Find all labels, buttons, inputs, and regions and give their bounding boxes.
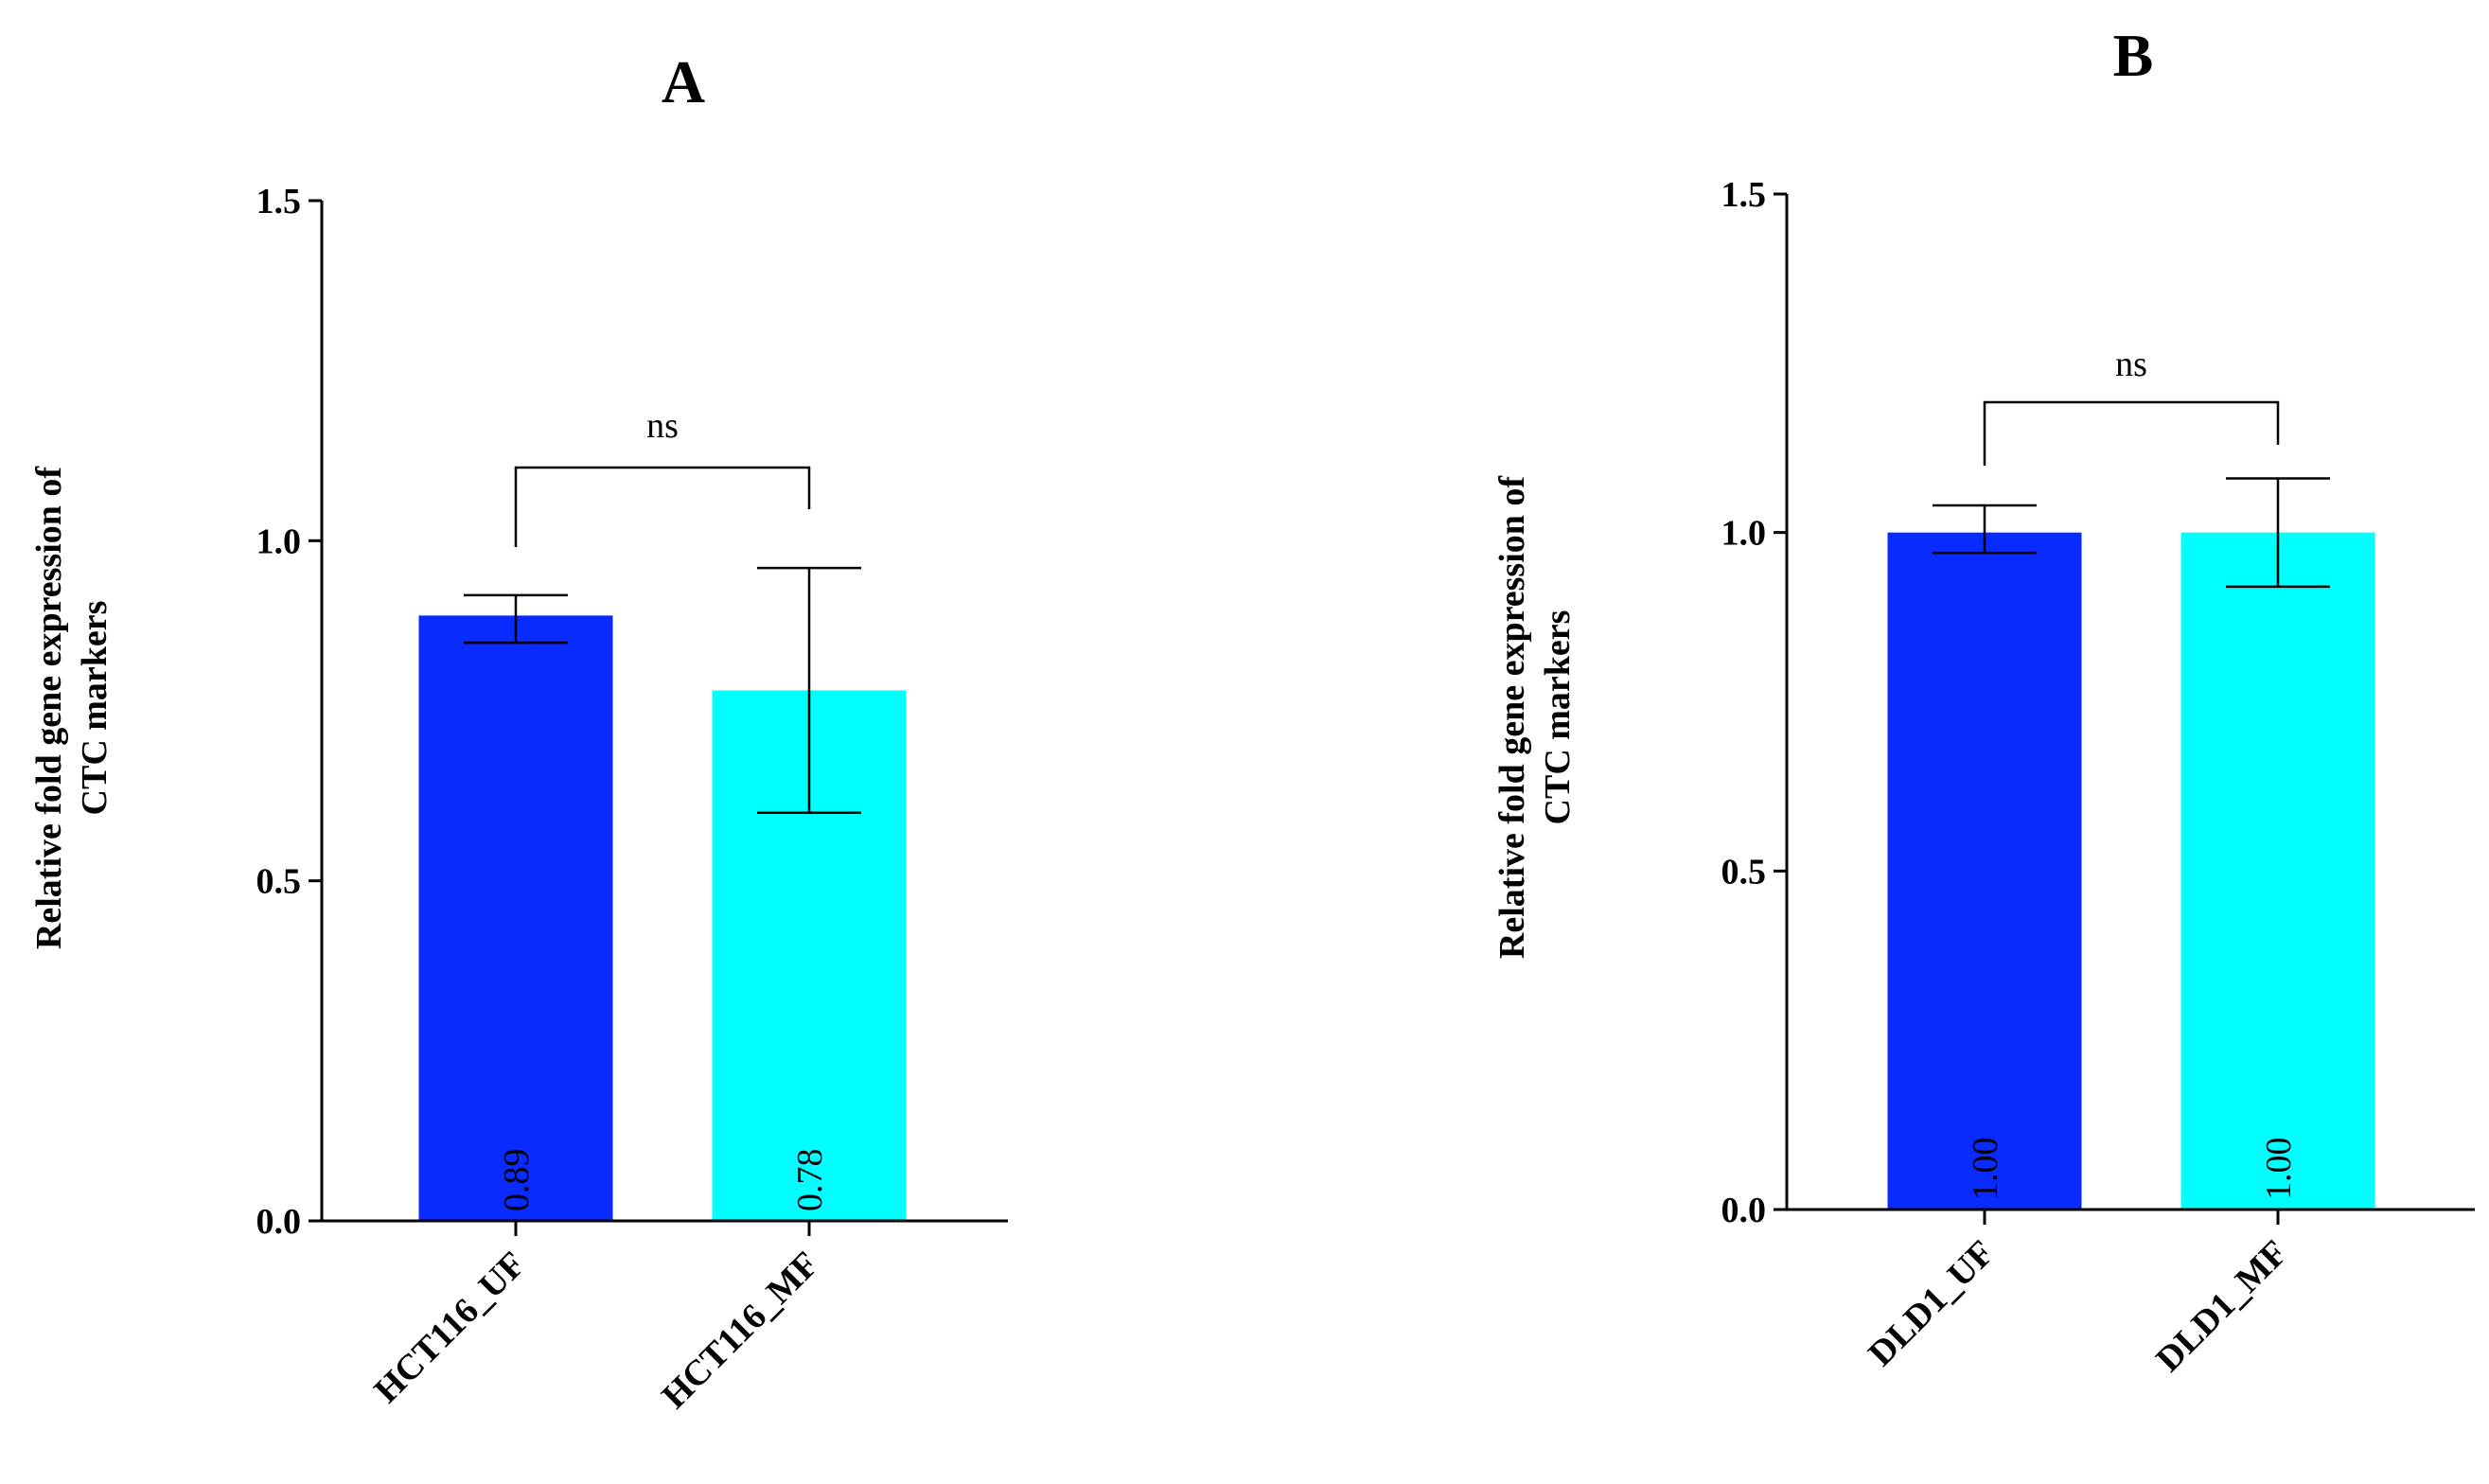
panel-b-ytick-label-0: 0.0 xyxy=(1721,1191,1767,1230)
panel-b-bar-2 xyxy=(2180,532,2375,1210)
panel-a-ytick-label-3: 1.5 xyxy=(256,182,302,221)
panel-a-bar-1 xyxy=(418,615,613,1221)
panel-b-ytick-label-2: 1.0 xyxy=(1721,514,1767,554)
panel-b-plot: 0.0 0.5 1.0 1.5 DLD1_UF DLD1_MF 1.00 1.00 ns xyxy=(1721,175,2475,1380)
panel-a: A Relative fold gene expression of CTC m… xyxy=(29,48,1008,1417)
panel-b-significance-bracket xyxy=(1983,400,2280,466)
panel-a-category-label-1: HCT116_MF xyxy=(654,1245,826,1417)
panel-b-value-label-0: 1.00 xyxy=(1966,1138,2005,1201)
panel-b-ytick-label-1: 0.5 xyxy=(1721,852,1767,892)
panel-a-significance-label: ns xyxy=(646,406,679,446)
panel-b-category-label-1: DLD1_MF xyxy=(2148,1233,2295,1380)
panel-b-ylabel-line2: CTC markers xyxy=(1538,610,1578,825)
panel-b-ylabel-line1: Relative fold gene expression of xyxy=(1492,475,1532,959)
panel-a-significance-bracket xyxy=(514,466,811,547)
panel-a-ylabel-line1: Relative fold gene expression of xyxy=(29,466,69,949)
panel-a-plot: 0.0 0.5 1.0 1.5 HCT116_UF HCT116_MF 0.89 0.78 ns xyxy=(256,182,1008,1417)
panel-a-value-label-0: 0.89 xyxy=(497,1149,537,1212)
panel-a-ylabel-line2: CTC markers xyxy=(75,601,115,816)
panel-b-label: B xyxy=(2113,22,2154,89)
panel-a-ytick-label-2: 1.0 xyxy=(256,521,302,561)
panel-b-value-label-1: 1.00 xyxy=(2259,1138,2299,1201)
panel-b-bar-1 xyxy=(1887,532,2082,1210)
panel-b: B Relative fold gene expression of CTC m… xyxy=(1492,22,2475,1380)
panel-b-category-label-0: DLD1_UF xyxy=(1861,1233,2002,1374)
panel-a-label: A xyxy=(662,48,705,115)
panel-a-ytick-label-0: 0.0 xyxy=(256,1202,302,1242)
panel-b-ytick-label-3: 1.5 xyxy=(1721,175,1767,215)
panel-b-significance-label: ns xyxy=(2115,344,2147,384)
panel-a-ytick-label-1: 0.5 xyxy=(256,862,302,902)
panel-a-value-label-1: 0.78 xyxy=(790,1149,830,1212)
panel-a-category-label-0: HCT116_UF xyxy=(366,1245,533,1411)
